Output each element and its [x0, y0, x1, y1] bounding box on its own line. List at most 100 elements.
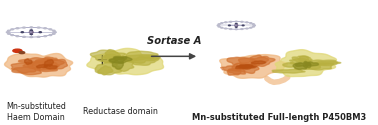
Circle shape	[230, 21, 232, 22]
Polygon shape	[43, 59, 67, 70]
Circle shape	[8, 30, 10, 31]
Circle shape	[44, 36, 46, 37]
Polygon shape	[221, 66, 249, 71]
Circle shape	[253, 26, 254, 27]
Text: Mn-substituted
Haem Domain: Mn-substituted Haem Domain	[6, 102, 66, 122]
Circle shape	[221, 27, 223, 28]
Polygon shape	[227, 70, 241, 75]
Polygon shape	[90, 50, 125, 62]
Circle shape	[13, 49, 22, 52]
Circle shape	[221, 23, 223, 24]
Circle shape	[235, 25, 238, 26]
Polygon shape	[251, 56, 275, 66]
Polygon shape	[5, 54, 73, 77]
Circle shape	[241, 21, 243, 22]
Circle shape	[30, 37, 33, 38]
Polygon shape	[23, 61, 51, 68]
Circle shape	[30, 30, 33, 31]
Circle shape	[23, 27, 25, 28]
Polygon shape	[272, 69, 305, 73]
Circle shape	[253, 24, 254, 25]
Circle shape	[44, 28, 46, 29]
Polygon shape	[95, 62, 121, 75]
Polygon shape	[11, 63, 36, 73]
Circle shape	[23, 36, 25, 37]
Circle shape	[250, 27, 252, 28]
Text: Reductase domain: Reductase domain	[84, 107, 158, 116]
Polygon shape	[295, 63, 311, 66]
Circle shape	[29, 32, 33, 33]
Polygon shape	[125, 51, 158, 61]
Polygon shape	[102, 54, 122, 63]
Polygon shape	[228, 68, 246, 74]
Polygon shape	[113, 56, 127, 60]
Polygon shape	[298, 56, 312, 62]
Polygon shape	[250, 55, 268, 64]
Circle shape	[225, 22, 227, 23]
Circle shape	[21, 32, 23, 33]
Polygon shape	[119, 55, 160, 63]
Circle shape	[11, 29, 14, 30]
Polygon shape	[132, 56, 159, 65]
Polygon shape	[290, 59, 311, 64]
Polygon shape	[306, 63, 333, 70]
Circle shape	[253, 25, 255, 26]
Circle shape	[49, 29, 52, 30]
Polygon shape	[235, 65, 254, 69]
Circle shape	[30, 27, 33, 28]
Circle shape	[235, 21, 237, 22]
Polygon shape	[303, 61, 311, 68]
Polygon shape	[227, 57, 251, 65]
Polygon shape	[307, 60, 338, 65]
Polygon shape	[87, 48, 164, 75]
Circle shape	[6, 32, 9, 33]
Text: +: +	[96, 52, 108, 68]
Polygon shape	[110, 57, 132, 63]
Circle shape	[37, 27, 40, 28]
Polygon shape	[43, 57, 57, 61]
Circle shape	[246, 28, 248, 29]
Polygon shape	[19, 58, 51, 63]
Circle shape	[218, 24, 220, 25]
Polygon shape	[113, 61, 134, 71]
Polygon shape	[12, 67, 41, 75]
Polygon shape	[220, 55, 287, 78]
Circle shape	[250, 23, 252, 24]
Polygon shape	[109, 58, 125, 63]
Polygon shape	[37, 64, 47, 68]
Text: Mn-substituted Full-length P450BM3: Mn-substituted Full-length P450BM3	[192, 113, 366, 122]
Polygon shape	[104, 50, 121, 60]
Polygon shape	[305, 62, 319, 66]
Polygon shape	[45, 60, 53, 66]
Polygon shape	[240, 65, 252, 68]
Circle shape	[246, 22, 248, 23]
Circle shape	[19, 52, 25, 54]
Circle shape	[235, 29, 237, 30]
Polygon shape	[112, 61, 123, 69]
Circle shape	[229, 25, 230, 26]
Circle shape	[53, 33, 55, 34]
Polygon shape	[25, 59, 32, 64]
Text: Sortase A: Sortase A	[147, 36, 201, 46]
Polygon shape	[28, 61, 59, 72]
Circle shape	[54, 32, 56, 33]
Circle shape	[217, 25, 219, 26]
Circle shape	[16, 28, 19, 29]
Polygon shape	[294, 65, 321, 69]
Polygon shape	[237, 65, 257, 68]
Polygon shape	[275, 50, 336, 76]
Polygon shape	[292, 56, 309, 62]
Polygon shape	[251, 61, 266, 64]
Circle shape	[39, 32, 42, 33]
Polygon shape	[232, 63, 259, 73]
Polygon shape	[293, 63, 308, 69]
Polygon shape	[239, 58, 259, 67]
Polygon shape	[283, 63, 301, 67]
Polygon shape	[98, 66, 113, 75]
Circle shape	[218, 26, 220, 27]
Circle shape	[16, 36, 19, 37]
Polygon shape	[32, 58, 64, 70]
Circle shape	[8, 33, 10, 34]
Circle shape	[53, 30, 55, 31]
Circle shape	[225, 28, 227, 29]
